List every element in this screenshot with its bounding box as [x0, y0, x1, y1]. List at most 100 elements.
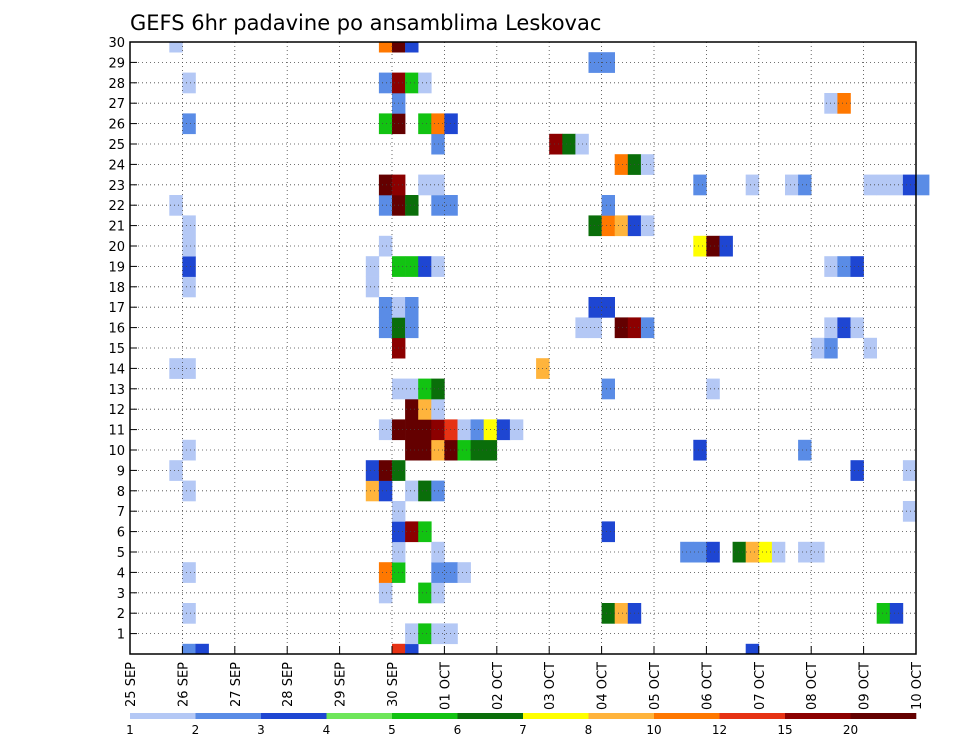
- heat-cell: [601, 52, 615, 73]
- heat-cell: [693, 174, 707, 196]
- x-tick-label: 30 SEP: [386, 662, 401, 707]
- heat-cell: [640, 215, 655, 237]
- heat-cell: [169, 195, 183, 216]
- heat-cell: [916, 174, 930, 196]
- x-tick-label: 03 OCT: [543, 662, 558, 710]
- heat-cell: [378, 113, 393, 135]
- heat-cell: [588, 317, 602, 339]
- heat-cell: [418, 256, 432, 277]
- heat-cell: [182, 235, 196, 257]
- y-tick-label: 17: [108, 301, 125, 316]
- y-tick-label: 22: [108, 199, 125, 214]
- x-tick-label: 01 OCT: [438, 662, 453, 710]
- heat-cell: [405, 42, 419, 53]
- heat-cell: [405, 399, 419, 420]
- y-tick-label: 25: [108, 138, 125, 153]
- heat-cell: [614, 603, 629, 624]
- heat-cell: [509, 419, 524, 441]
- y-tick-label: 3: [117, 587, 125, 602]
- heat-cell: [601, 521, 615, 543]
- y-tick-label: 26: [108, 118, 125, 133]
- colorbar-swatch: [785, 713, 851, 719]
- x-tick-label: 02 OCT: [491, 662, 506, 710]
- heat-cell: [418, 72, 432, 94]
- heat-cell: [549, 133, 563, 155]
- heat-cell: [745, 541, 760, 563]
- heat-cell: [418, 480, 432, 502]
- heat-cell: [614, 317, 629, 339]
- heat-cell: [378, 562, 393, 583]
- y-tick-label: 8: [117, 485, 125, 500]
- heat-cell: [444, 419, 458, 441]
- heat-cell: [902, 460, 917, 481]
- x-tick-label: 27 SEP: [229, 662, 244, 707]
- heat-cell: [601, 297, 615, 318]
- heat-cell: [798, 439, 812, 461]
- heat-cell: [496, 419, 511, 441]
- colorbar-label: 2: [192, 723, 200, 737]
- heat-cell: [182, 256, 196, 277]
- y-tick-label: 30: [108, 36, 125, 51]
- grid-lines: [130, 42, 916, 654]
- heat-cell: [562, 133, 576, 155]
- heat-cell: [405, 643, 419, 655]
- heat-cell: [182, 358, 196, 379]
- colorbar-label: 1: [126, 723, 134, 737]
- heat-cell: [418, 113, 432, 135]
- heat-cell: [169, 358, 183, 379]
- heat-cell: [365, 256, 380, 277]
- chart-title: GEFS 6hr padavine po ansamblima Leskovac: [130, 11, 601, 35]
- heat-cell: [444, 623, 458, 645]
- y-tick-label: 5: [117, 546, 125, 561]
- heat-cell: [588, 215, 602, 237]
- heat-cell: [182, 603, 196, 624]
- colorbar-label: 8: [585, 723, 593, 737]
- heat-cell: [693, 439, 707, 461]
- heat-cell: [785, 174, 799, 196]
- heat-cell: [706, 378, 720, 400]
- heat-cell: [392, 42, 406, 53]
- colorbar-label: 6: [454, 723, 462, 737]
- colorbar-swatch: [195, 713, 262, 719]
- heat-cell: [588, 297, 602, 318]
- heat-cell: [693, 235, 707, 257]
- y-tick-label: 18: [108, 281, 125, 296]
- heat-cell: [444, 195, 458, 216]
- x-tick-label: 08 OCT: [805, 662, 820, 710]
- y-tick-label: 29: [108, 56, 125, 71]
- heat-cell: [405, 521, 419, 543]
- heat-cell: [732, 541, 746, 563]
- y-tick-label: 7: [117, 505, 125, 520]
- heat-cell: [195, 643, 209, 655]
- y-tick-label: 23: [108, 179, 125, 194]
- heat-cell: [418, 174, 432, 196]
- heat-cell: [418, 439, 432, 461]
- heat-cell: [365, 460, 380, 481]
- x-tick-label: 29 SEP: [334, 662, 349, 707]
- colorbar-swatch: [130, 713, 196, 719]
- heat-cell: [378, 235, 393, 257]
- heat-cell: [837, 93, 851, 114]
- heat-cell: [457, 562, 471, 583]
- y-tick-label: 6: [117, 526, 125, 541]
- heat-cell: [392, 643, 406, 655]
- heat-cell: [588, 52, 602, 73]
- heat-cell: [457, 419, 471, 441]
- y-tick-label: 1: [117, 628, 125, 643]
- heat-cell: [876, 174, 891, 196]
- y-tick-label: 15: [108, 342, 125, 357]
- heat-cell: [378, 174, 393, 196]
- heat-cell: [902, 501, 917, 522]
- heat-cell: [169, 42, 183, 53]
- heat-cell: [902, 174, 917, 196]
- heat-cell: [601, 195, 615, 216]
- heat-cell: [378, 419, 393, 441]
- colorbar-label: 20: [843, 723, 858, 737]
- x-tick-label: 28 SEP: [281, 662, 296, 707]
- heat-cell: [693, 541, 707, 563]
- heat-cell: [444, 439, 458, 461]
- y-tick-label: 2: [117, 607, 125, 622]
- heat-cell: [405, 297, 419, 318]
- heat-cell: [182, 113, 196, 135]
